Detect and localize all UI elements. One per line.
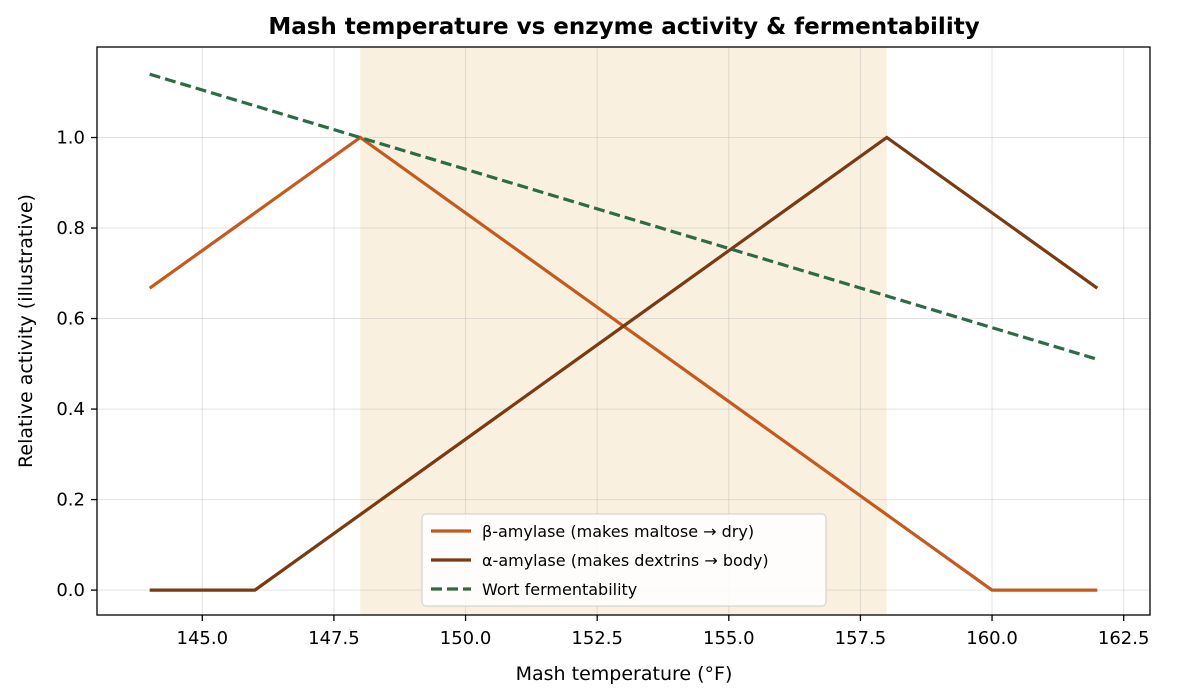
x-tick-label: 150.0: [440, 628, 492, 649]
x-tick-label: 147.5: [308, 628, 360, 649]
legend-label-0: β-amylase (makes maltose → dry): [482, 522, 754, 541]
x-tick-label: 162.5: [1098, 628, 1150, 649]
x-tick-label: 157.5: [835, 628, 887, 649]
x-tick-label: 152.5: [571, 628, 623, 649]
series-line-0: [148, 135, 1098, 592]
y-tick-label: 0.6: [56, 309, 85, 330]
legend-label-1: α-amylase (makes dextrins → body): [482, 551, 769, 570]
y-tick-label: 0.0: [56, 580, 85, 601]
x-axis-label: Mash temperature (°F): [516, 663, 733, 685]
legend-box: [421, 513, 827, 607]
series-line-2: [149, 72, 1098, 361]
series-line-1: [149, 135, 1099, 592]
x-tick-label: 145.0: [177, 628, 229, 649]
y-tick-label: 0.8: [56, 218, 85, 239]
legend: β-amylase (makes maltose → dry) α-amylase…: [421, 513, 827, 607]
y-tick-label: 0.4: [56, 399, 85, 420]
x-tick-label: 155.0: [703, 628, 755, 649]
plot-frame: [96, 46, 1151, 616]
y-axis-label: Relative activity (illustrative): [15, 194, 37, 468]
y-tick-label: 0.2: [56, 490, 85, 511]
legend-label-2: Wort fermentability: [482, 580, 637, 599]
x-tick-label: 160.0: [966, 628, 1018, 649]
y-tick-label: 1.0: [56, 128, 85, 149]
chart-title: Mash temperature vs enzyme activity & fe…: [268, 14, 979, 40]
